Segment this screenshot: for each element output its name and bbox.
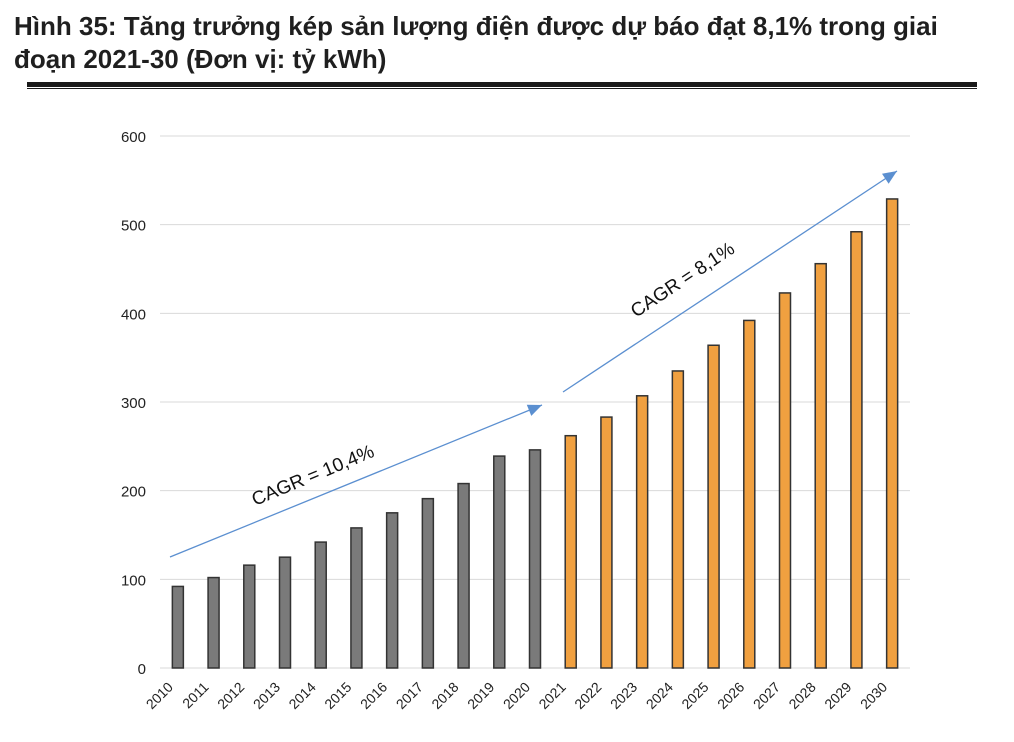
bar-2014	[314, 541, 327, 669]
y-tick-label: 400	[121, 306, 146, 323]
title-underline-thin	[27, 88, 977, 89]
bar-2021	[564, 434, 577, 669]
x-tick-label: 2018	[428, 679, 461, 712]
x-tick-label: 2014	[285, 679, 318, 712]
bar-2022	[600, 416, 613, 669]
cagr-label-2021-2030: CAGR = 8,1%	[627, 238, 739, 322]
y-axis-ticks: 0 100 200 300 400 500 600	[121, 129, 146, 678]
x-tick-label: 2029	[821, 679, 854, 712]
bar-2012	[243, 564, 256, 669]
x-tick-label: 2011	[179, 679, 212, 712]
bar-2017	[421, 497, 435, 669]
bar-2013	[278, 556, 292, 669]
bar-2019	[493, 455, 506, 669]
x-tick-label: 2027	[750, 679, 783, 712]
x-tick-label: 2016	[357, 679, 390, 712]
x-tick-label: 2022	[571, 679, 604, 712]
x-tick-label: 2012	[214, 679, 247, 712]
bar-2020	[528, 449, 542, 669]
y-tick-label: 600	[121, 129, 146, 146]
bar-2027	[778, 292, 792, 669]
x-tick-label: 2020	[500, 679, 533, 712]
bar-2024	[671, 370, 685, 669]
title-underline-thick	[27, 82, 977, 87]
bar-2011	[207, 576, 220, 669]
x-tick-label: 2021	[535, 679, 568, 712]
cagr-arrow-2021-2030	[562, 170, 898, 393]
x-tick-label: 2024	[643, 679, 676, 712]
bars	[171, 198, 899, 669]
bar-2025	[707, 344, 720, 669]
bar-2023	[635, 395, 649, 669]
bar-2029	[850, 231, 863, 669]
bar-2026	[743, 319, 756, 669]
x-tick-label: 2028	[785, 679, 818, 712]
x-tick-label: 2025	[678, 679, 711, 712]
x-axis-ticks: 2010 2011 2012 2013 2014 2015 2016 2017 2018 2019…	[143, 679, 891, 712]
bar-2030	[885, 198, 899, 669]
bar-2028	[814, 262, 827, 669]
y-tick-label: 500	[121, 218, 146, 235]
x-tick-label: 2013	[250, 679, 283, 712]
bar-2018	[457, 482, 470, 669]
chart-title: Hình 35: Tăng trưởng kép sản lượng điện …	[14, 11, 938, 74]
cagr-arrow-2010-2020	[169, 404, 543, 558]
cagr-label-2010-2020: CAGR = 10,4%	[249, 441, 378, 510]
y-tick-label: 300	[121, 395, 146, 412]
bar-2015	[350, 527, 363, 669]
x-tick-label: 2017	[393, 679, 426, 712]
y-tick-label: 0	[138, 661, 146, 678]
y-tick-label: 100	[121, 572, 146, 589]
x-tick-label: 2019	[464, 679, 497, 712]
x-tick-label: 2015	[321, 679, 354, 712]
x-tick-label: 2026	[714, 679, 747, 712]
x-tick-label: 2023	[607, 679, 640, 712]
x-tick-label: 2010	[143, 679, 176, 712]
bar-2016	[385, 512, 399, 669]
bar-2010	[171, 585, 185, 669]
x-tick-label: 2030	[857, 679, 890, 712]
y-tick-label: 200	[121, 484, 146, 501]
